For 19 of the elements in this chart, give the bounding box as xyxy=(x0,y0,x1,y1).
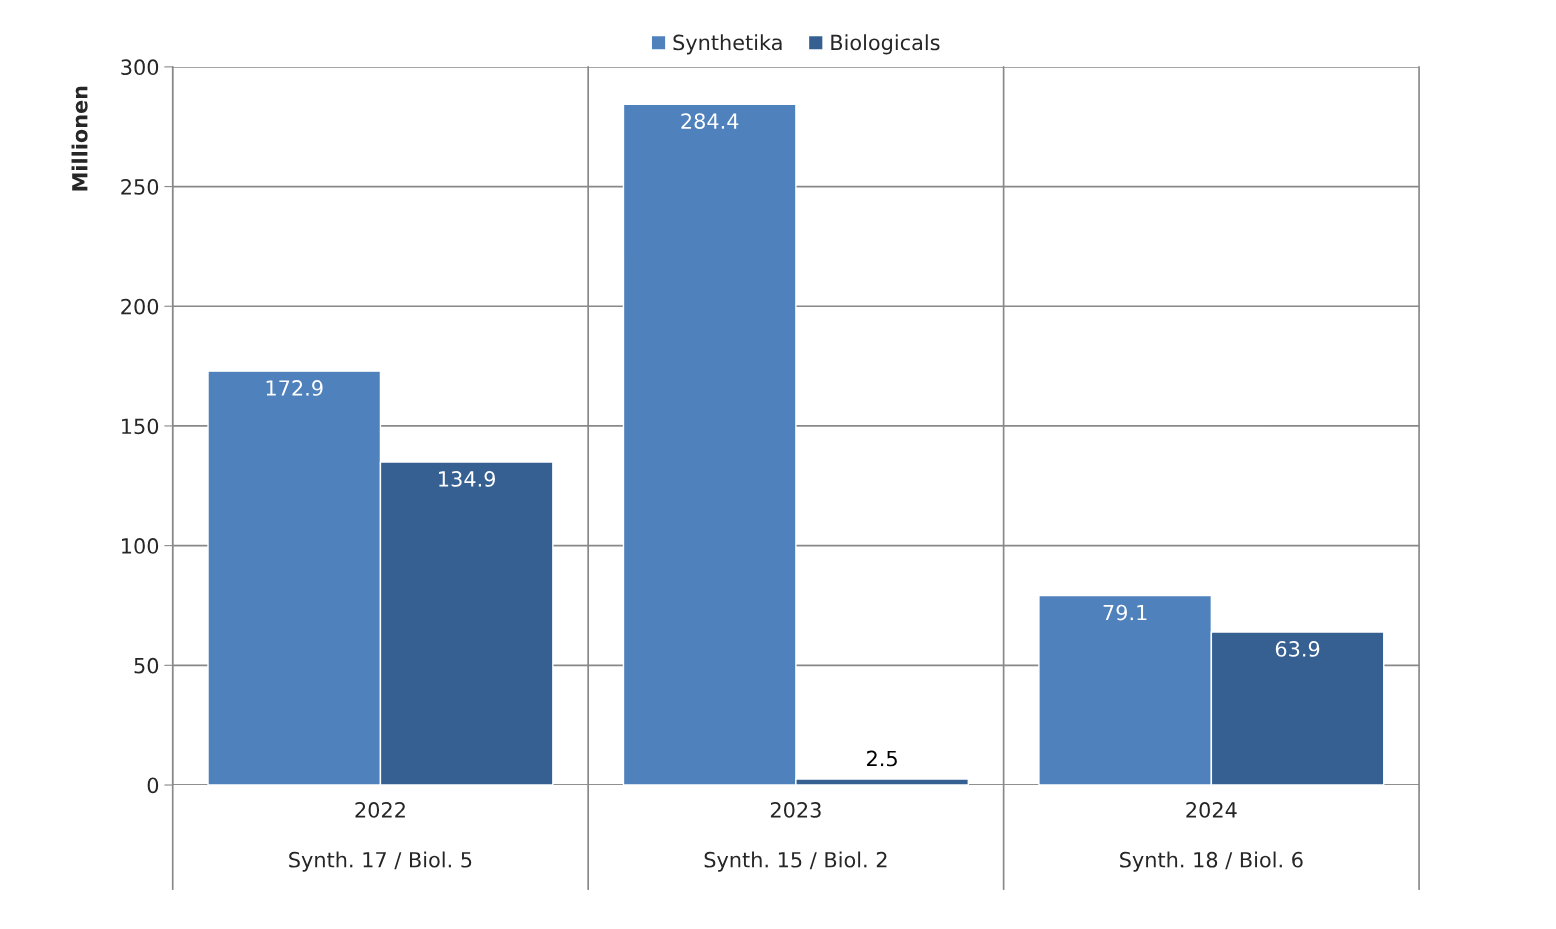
y-tick-label: 300 xyxy=(121,59,159,76)
y-axis-title: Millionen xyxy=(71,86,88,191)
data-label: 172.9 xyxy=(266,380,323,396)
data-label: 2.5 xyxy=(867,750,897,767)
y-tick-label: 150 xyxy=(122,418,159,435)
data-label: 284.4 xyxy=(681,113,739,129)
y-tick-label: 100 xyxy=(122,538,159,554)
y-tick-label: 200 xyxy=(121,298,159,315)
data-label: 134.9 xyxy=(439,471,495,487)
legend-label: Synthetika xyxy=(673,34,782,55)
y-tick-label: 250 xyxy=(121,179,159,195)
y-tick-label: 0 xyxy=(147,777,159,794)
category-label: 2024 Synth. 18 / Biol. 6 xyxy=(1120,802,1303,872)
y-tick-label: 50 xyxy=(134,657,159,674)
category-label: 2023 Synth. 15 / Biol. 2 xyxy=(704,802,887,872)
category-label: 2022 Synth. 17 / Biol. 5 xyxy=(289,802,472,872)
legend-label: Biologicals xyxy=(831,34,940,55)
data-label: 79.1 xyxy=(1103,604,1147,621)
data-label: 63.9 xyxy=(1275,641,1320,657)
